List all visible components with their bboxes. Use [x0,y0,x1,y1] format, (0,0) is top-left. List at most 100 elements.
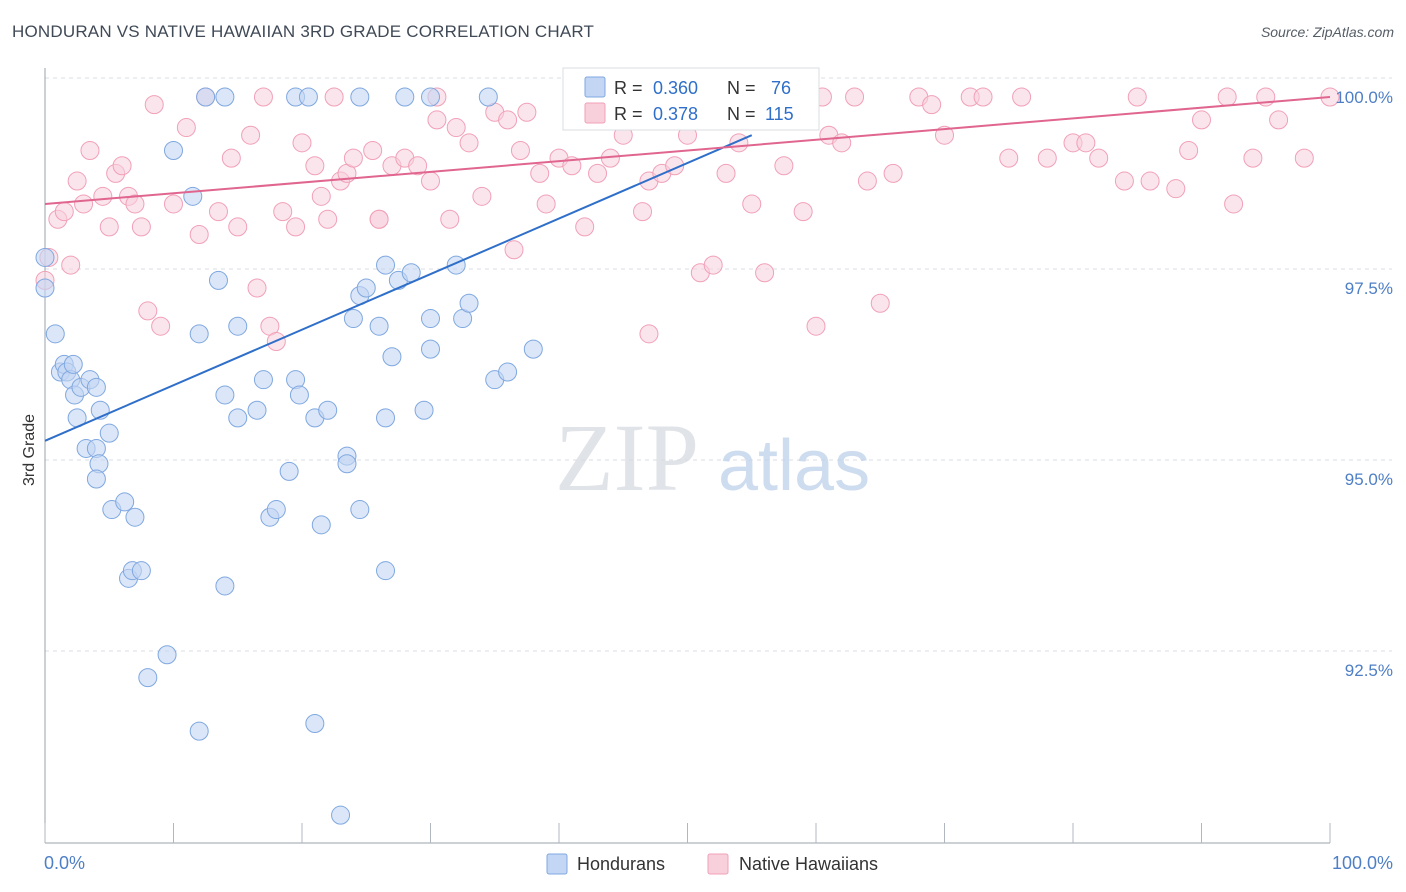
native-hawaiian-point [755,263,775,283]
native-hawaiian-point [1114,171,1134,191]
native-hawaiian-point [742,194,762,214]
native-hawaiian-point [228,217,248,237]
x-tick-label-start: 0.0% [44,853,85,873]
honduran-point [376,408,396,428]
honduran-point [421,309,440,329]
native-hawaiian-point [857,171,877,191]
y-tick-label-2: 95.0% [1345,470,1393,489]
native-hawaiian-point [61,255,81,275]
honduran-point [523,339,543,359]
honduran-point [395,87,415,107]
native-hawaiian-point [99,217,119,237]
legend-r-value-1: 0.360 [653,78,698,98]
honduran-point [318,400,338,420]
watermark-zip: ZIP [555,404,699,511]
native-hawaiian-point [54,202,74,222]
honduran-point [289,385,309,405]
honduran-point [369,316,389,336]
legend-r-label-1: R = [614,78,643,98]
native-hawaiian-point [806,316,826,336]
legend-r-value-2: 0.378 [653,104,698,124]
native-hawaiian-point [1140,171,1160,191]
legend-swatch-pink [584,102,606,124]
gridlines [45,77,1392,652]
honduran-point [215,87,235,107]
native-hawaiian-point [1294,148,1314,168]
native-hawaiian-point [138,301,158,321]
honduran-point [376,561,396,581]
native-hawaiian-point [144,95,164,115]
honduran-point [215,576,235,596]
native-hawaiian-point [639,324,659,344]
native-hawaiian-point [440,209,460,229]
native-hawaiian-point [1089,148,1109,168]
honduran-point [498,362,518,382]
honduran-point [35,247,55,267]
honduran-point [311,515,331,535]
native-hawaiian-point [575,217,595,237]
native-hawaiian-point [408,156,428,176]
native-hawaiian-point [703,255,723,275]
native-hawaiian-point [446,118,466,138]
native-hawaiian-point [870,293,890,313]
honduran-point [343,309,363,329]
honduran-point [138,668,158,688]
native-hawaiian-point [1269,110,1289,130]
native-hawaiian-point [80,140,100,160]
native-hawaiian-point [510,140,530,160]
honduran-point [228,316,248,336]
y-tick-label-1: 97.5% [1345,279,1393,298]
honduran-point [63,354,83,374]
native-hawaiian-point [883,163,903,183]
native-hawaiian-point [1076,133,1096,153]
legend-n-label-2: N = [727,104,756,124]
native-hawaiian-point [324,87,344,107]
bottom-legend-label-native-hawaiians: Native Hawaiians [739,854,878,874]
honduran-point [215,385,235,405]
native-hawaiian-point [633,202,653,222]
native-hawaiian-point [973,87,993,107]
native-hawaiian-point [292,133,312,153]
legend-r-label-2: R = [614,104,643,124]
honduran-point [208,270,228,290]
native-hawaiian-point [774,156,794,176]
native-hawaiian-point [793,202,813,222]
native-hawaiian-point [189,225,209,245]
honduran-point [266,500,286,520]
honduran-point [478,87,498,107]
honduran-point [421,87,440,107]
chart-title: HONDURAN VS NATIVE HAWAIIAN 3RD GRADE CO… [12,22,595,41]
native-hawaiian-point [922,95,942,115]
native-hawaiian-point [459,133,479,153]
native-hawaiian-point [716,163,736,183]
bottom-legend-swatch-pink [707,853,729,875]
honduran-point [189,324,209,344]
honduran-point [157,645,177,665]
legend-swatch-blue [584,76,606,98]
native-hawaiian-point [363,140,383,160]
native-hawaiian-point [504,240,524,260]
legend-n-label-1: N = [727,78,756,98]
honduran-point [99,423,119,443]
honduran-point [189,721,209,741]
native-hawaiian-point [536,194,556,214]
native-hawaiian-point [131,217,151,237]
trend-lines [44,96,1331,442]
bottom-legend-label-hondurans: Hondurans [577,854,665,874]
honduran-point [331,805,351,825]
honduran-point [298,87,318,107]
hondurans-points [35,87,543,825]
honduran-point [247,400,267,420]
native-hawaiian-point [343,148,363,168]
legend: R = 0.360 N = 76 R = 0.378 N = 115 [562,67,820,131]
honduran-point [459,293,479,313]
native-hawaiian-point [588,163,608,183]
honduran-point [86,469,106,489]
honduran-point [196,87,216,107]
native-hawaiians-trend-line [44,96,1331,205]
native-hawaiian-point [999,148,1019,168]
y-tick-label-0: 100.0% [1335,88,1393,107]
honduran-point [115,492,135,512]
native-hawaiian-point [1037,148,1057,168]
native-hawaiian-point [221,148,241,168]
